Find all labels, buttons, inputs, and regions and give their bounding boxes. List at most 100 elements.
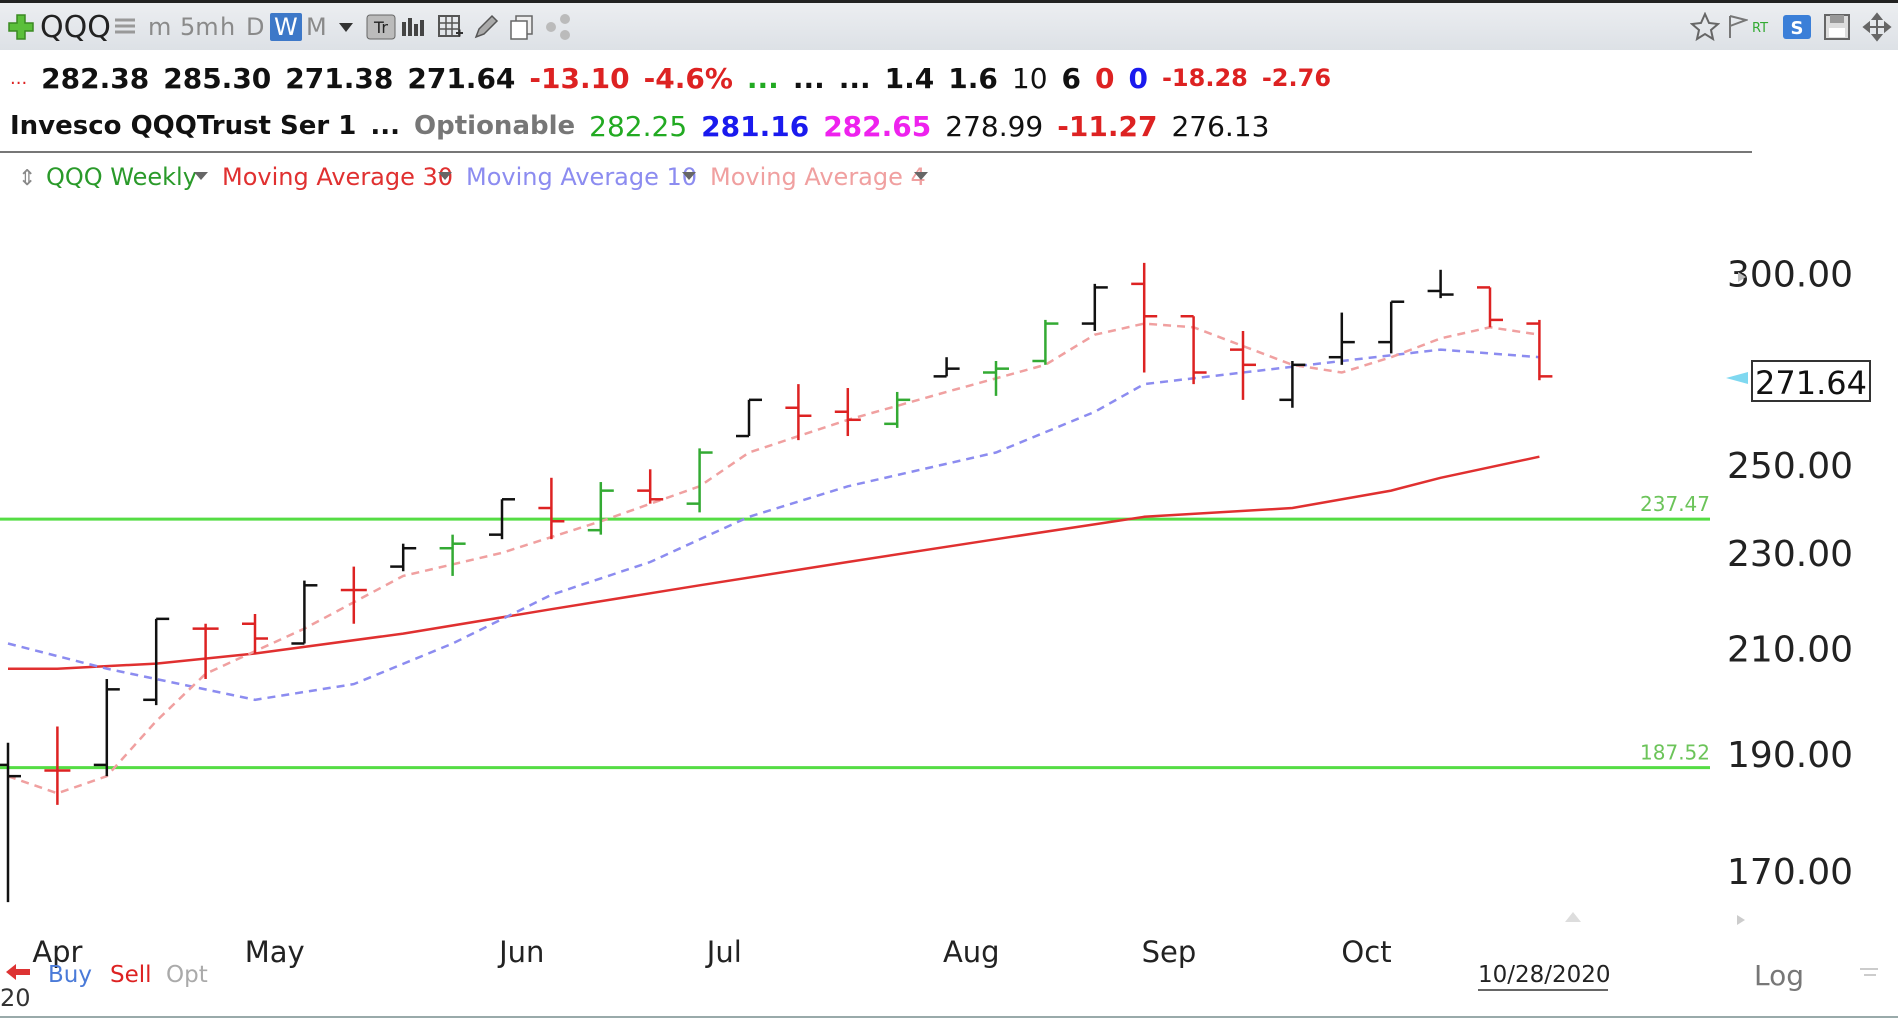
move-icon[interactable] (1862, 9, 1892, 45)
legend-ma30[interactable]: Moving Average 30 (222, 163, 453, 191)
ohlc-bar-24 (1180, 314, 1207, 385)
quote-v8: -2.76 (1261, 64, 1332, 92)
settings-lines-icon[interactable] (1860, 968, 1878, 976)
x-tick-label: Aug (943, 935, 1000, 969)
last-price-box (1751, 360, 1871, 402)
alert-line-label-0: 237.47 (1640, 492, 1710, 516)
ohlc-bar-3 (143, 617, 170, 706)
buy-button[interactable]: Buy (48, 962, 92, 988)
legend-ma10[interactable]: Moving Average 10 (466, 163, 697, 191)
ohlc-bar-12 (587, 482, 614, 535)
axis-scroll-up-icon[interactable] (1738, 272, 1746, 282)
ohlc-bar-19 (933, 357, 960, 378)
quote-v6: 0 (1128, 61, 1148, 95)
svg-text:S: S (1791, 18, 1804, 39)
legend-ma4[interactable]: Moving Average 4 (710, 163, 926, 191)
ohlc-bar-13 (637, 469, 664, 504)
ohlc-bar-4 (192, 623, 219, 679)
quote-p2: 281.16 (701, 109, 810, 143)
quote-open: 282.38 (41, 61, 150, 95)
quote-p4: 278.99 (945, 109, 1044, 143)
timeframe-5m[interactable]: 5m (180, 13, 219, 41)
ohlc-bar-11 (538, 477, 565, 540)
star-icon[interactable] (1690, 9, 1720, 45)
bars-icon[interactable] (400, 9, 426, 45)
series-line-moving-average-10 (7, 348, 1540, 702)
copy-icon[interactable] (508, 9, 536, 45)
x-tick-label: Apr (32, 935, 82, 969)
axis-scroll-down-icon[interactable] (1737, 915, 1745, 925)
quote-prefix: ... (10, 67, 28, 89)
opt-button[interactable]: Opt (166, 962, 208, 988)
ohlc-bar-0 (0, 742, 21, 903)
last-price-label: 271.64 (1755, 364, 1867, 402)
timeframe-mo[interactable]: M (306, 13, 327, 41)
ohlc-bar-6 (291, 580, 318, 645)
y-tick-label: 170.00 (1727, 852, 1853, 893)
scroll-handle-icon[interactable] (1565, 912, 1581, 922)
list-icon[interactable] (112, 9, 138, 45)
quote-v3: 10 (1011, 61, 1048, 95)
ohlc-bar-20 (983, 361, 1009, 396)
plus-icon[interactable] (6, 9, 36, 45)
legend-handle-icon[interactable]: ⇕ (18, 166, 36, 191)
x-tick-label: Sep (1142, 935, 1197, 969)
quote-high: 285.30 (163, 61, 272, 95)
series-line-moving-average-30 (8, 455, 1540, 670)
ohlc-bar-15 (736, 398, 762, 438)
x-tick-label: Jun (497, 935, 544, 969)
ohlc-bar-26 (1279, 361, 1306, 408)
ohlc-bar-10 (489, 498, 515, 540)
buy-sell-toggle-icon[interactable] (6, 964, 30, 980)
ohlc-bar-21 (1032, 319, 1059, 365)
y-tick-label: 210.00 (1727, 629, 1853, 670)
dropdown-icon[interactable] (336, 9, 356, 45)
ohlc-bar-29 (1427, 269, 1454, 299)
quote-low: 271.38 (285, 61, 394, 95)
quote-p3: 282.65 (823, 109, 932, 143)
share-icon[interactable] (544, 9, 572, 45)
save-icon[interactable] (1822, 9, 1852, 45)
timeframe-h[interactable]: h (220, 13, 236, 41)
timeframe-w[interactable]: W (270, 13, 302, 41)
ohlc-bar-9 (439, 534, 466, 576)
quote-v7: -18.28 (1161, 64, 1248, 92)
y-tick-label: 230.00 (1727, 534, 1853, 575)
grid-icon[interactable] (436, 9, 464, 45)
ohlc-bar-17 (834, 388, 861, 437)
text-icon[interactable]: Tr (366, 9, 396, 45)
log-toggle[interactable]: Log (1754, 959, 1804, 992)
timeframe-m[interactable]: m (148, 13, 172, 41)
quote-p5: -11.27 (1057, 109, 1158, 143)
x-tick-label: May (245, 935, 305, 969)
symbol-field[interactable]: QQQ (40, 9, 111, 45)
quote-v5: 0 (1095, 61, 1115, 95)
ohlc-bar-28 (1378, 300, 1405, 354)
ohlc-bar-30 (1477, 286, 1503, 328)
quote-row-2: Invesco QQQTrust Ser 1 ... Optionable 28… (0, 103, 1283, 149)
s-icon[interactable]: S (1782, 9, 1812, 45)
legend-ma4-dropdown-icon[interactable] (914, 172, 928, 180)
timeframe-d[interactable]: D (246, 13, 265, 41)
rt-icon[interactable]: RT (1750, 9, 1776, 45)
legend-series-qqq[interactable]: QQQ Weekly (46, 163, 197, 191)
quote-v2: 1.6 (948, 61, 998, 95)
y-tick-label: 300.00 (1727, 254, 1853, 295)
year-label: 20 (0, 984, 31, 1012)
pencil-icon[interactable] (472, 9, 500, 45)
chart-bottom-border (0, 1016, 1898, 1018)
flag-icon[interactable] (1726, 9, 1748, 45)
ohlc-bar-31 (1526, 319, 1553, 381)
legend-ma30-dropdown-icon[interactable] (438, 172, 452, 180)
legend-series-qqq-dropdown-icon[interactable] (194, 172, 208, 180)
toolbar: QQQ m 5m h D W M Tr RT S (0, 0, 1898, 50)
quote-v1: 1.4 (884, 61, 935, 95)
legend-ma10-dropdown-icon[interactable] (682, 172, 696, 180)
ohlc-bar-16 (785, 384, 812, 441)
quote-row-1: ... 282.38 285.30 271.38 271.64 -13.10 -… (0, 55, 1345, 101)
ohlc-bar-8 (390, 543, 417, 572)
last-price-marker-icon (1726, 372, 1748, 384)
ohlc-bar-18 (884, 391, 911, 428)
sell-button[interactable]: Sell (110, 962, 152, 988)
